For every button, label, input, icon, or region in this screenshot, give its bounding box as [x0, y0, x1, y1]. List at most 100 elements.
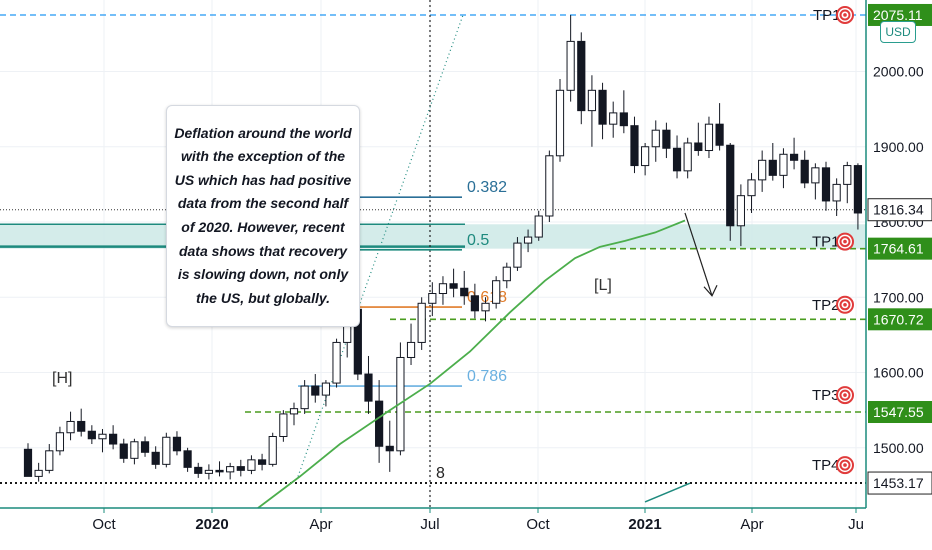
candle — [460, 287, 469, 297]
candle — [651, 129, 660, 148]
candle — [109, 433, 118, 445]
y-tick-label: 1600.00 — [873, 365, 924, 381]
candle — [811, 167, 820, 184]
candle — [662, 129, 671, 149]
candle — [268, 436, 277, 465]
candle — [300, 385, 309, 410]
currency-button[interactable]: USD — [880, 21, 916, 43]
candle — [470, 295, 479, 312]
target-label: TP4 — [812, 457, 840, 474]
candle — [23, 448, 33, 477]
candle — [758, 159, 767, 181]
target-icon-ring — [839, 9, 851, 21]
candle — [779, 153, 788, 176]
price-label: 1453.17 — [873, 475, 924, 491]
target-icon-dot — [843, 239, 847, 244]
candle — [428, 293, 437, 304]
candle — [226, 466, 235, 473]
price-label-box — [868, 237, 932, 260]
candle — [694, 142, 703, 152]
target-icon-ring — [839, 459, 851, 471]
target-icon-dot — [843, 303, 847, 307]
candle — [832, 183, 841, 202]
x-tick-label: Oct — [92, 516, 116, 533]
candle — [162, 436, 171, 465]
candle — [321, 382, 331, 396]
candle — [247, 459, 256, 471]
candle — [715, 123, 724, 146]
x-tick-label: Oct — [526, 516, 550, 533]
candle — [332, 341, 341, 384]
candle — [194, 466, 203, 474]
target-icon-ring — [839, 389, 851, 401]
x-tick-label: Jul — [420, 516, 439, 533]
candle — [587, 89, 597, 112]
candle — [183, 450, 192, 468]
candle — [577, 40, 586, 112]
projection-arrow-head — [703, 284, 718, 297]
candle — [843, 165, 852, 185]
candle — [789, 153, 799, 161]
candle — [672, 147, 682, 172]
candle — [119, 443, 128, 459]
price-label: 1816.34 — [873, 202, 924, 218]
candle — [172, 436, 182, 452]
candle — [417, 302, 426, 343]
target-icon-dot — [843, 463, 847, 467]
y-tick-label: 1700.00 — [873, 289, 924, 305]
candle — [257, 459, 267, 465]
target-label: TP1 — [812, 234, 840, 251]
candle — [481, 302, 490, 312]
candle — [555, 89, 565, 157]
candle — [768, 159, 777, 176]
target-label: TP3 — [812, 387, 840, 404]
price-label: 1547.55 — [873, 404, 924, 420]
candle — [151, 451, 160, 465]
projection-arrow — [684, 212, 713, 296]
price-label-box — [867, 198, 932, 222]
fib-level-label: 0.786 — [467, 368, 507, 385]
candle — [66, 420, 75, 434]
candle — [204, 469, 213, 474]
wave-label-l: [L] — [594, 277, 612, 294]
candle — [130, 441, 139, 459]
candle — [853, 165, 863, 214]
price-label-box — [868, 3, 932, 26]
candle — [747, 179, 756, 197]
fib-level-label: 0.5 — [467, 232, 489, 249]
candle — [311, 385, 320, 396]
candle — [438, 283, 448, 295]
y-tick-label: 1500.00 — [873, 440, 924, 456]
candle — [236, 466, 245, 471]
price-label: 2075.11 — [873, 7, 923, 23]
candle — [609, 112, 618, 125]
price-label: 1670.72 — [873, 311, 924, 327]
y-tick-label: 1900.00 — [873, 139, 924, 155]
price-label-box — [868, 308, 932, 331]
price-label: 1764.61 — [873, 241, 924, 257]
candle — [289, 408, 299, 415]
candle — [630, 125, 639, 167]
target-icon-dot — [843, 13, 847, 17]
candle — [566, 40, 575, 91]
candle — [704, 123, 714, 152]
target-icon-ring — [839, 236, 851, 248]
y-tick-label: 2000.00 — [873, 63, 924, 79]
candle — [598, 89, 607, 125]
x-tick-label: Ju — [848, 516, 864, 533]
fib-level-label: 0.382 — [467, 179, 507, 196]
target-icon-dot — [843, 393, 847, 397]
candle — [45, 450, 54, 471]
candle — [406, 341, 416, 358]
x-tick-label: Apr — [309, 516, 332, 533]
moving-average-line — [257, 219, 686, 509]
candle — [821, 167, 831, 202]
support-zone — [0, 224, 866, 249]
candle — [449, 283, 458, 289]
candle — [502, 266, 511, 282]
candle — [215, 469, 224, 473]
price-label-box — [868, 401, 932, 424]
candle — [140, 441, 150, 453]
candle — [545, 155, 554, 217]
